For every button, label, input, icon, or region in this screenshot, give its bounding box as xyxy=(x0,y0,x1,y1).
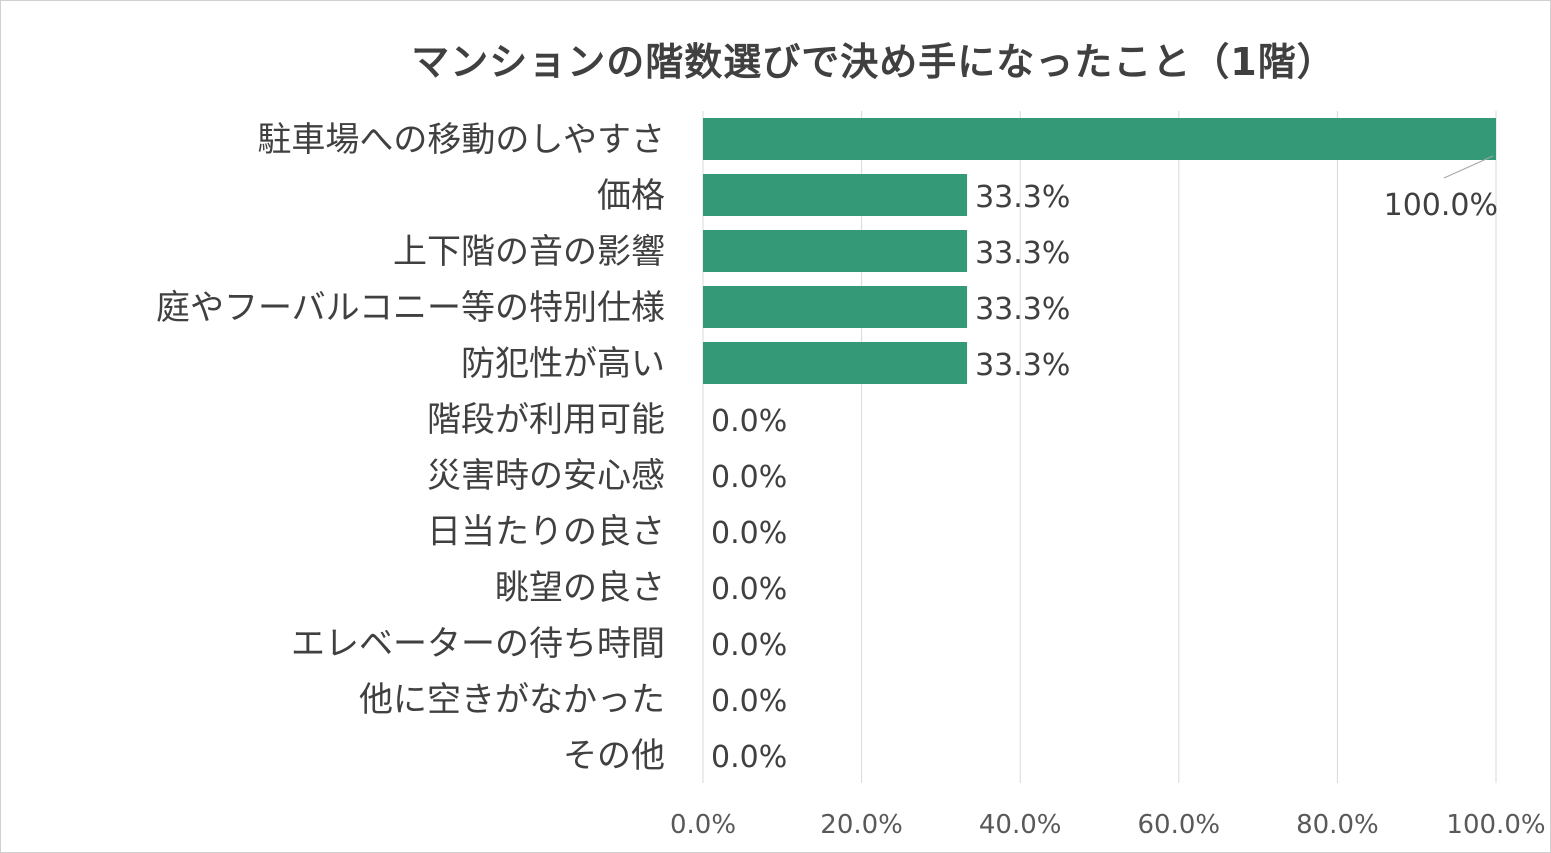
category-label: その他 xyxy=(563,736,665,776)
data-label: 33.3% xyxy=(975,292,1070,327)
bar xyxy=(703,118,1496,160)
category-label: 災害時の安心感 xyxy=(427,456,665,496)
category-label: 日当たりの良さ xyxy=(427,512,665,552)
category-label: 眺望の良さ xyxy=(495,568,665,608)
data-label: 0.0% xyxy=(711,460,787,495)
bar xyxy=(703,286,968,328)
data-label: 0.0% xyxy=(711,572,787,607)
chart-title: マンションの階数選びで決め手になったこと（1階） xyxy=(411,40,1336,84)
category-label: 他に空きがなかった xyxy=(359,680,665,720)
data-label: 0.0% xyxy=(711,740,787,775)
category-label: 庭やフーバルコニー等の特別仕様 xyxy=(156,288,665,328)
data-label-leader xyxy=(1443,155,1494,179)
x-tick-label: 0.0% xyxy=(670,810,736,840)
x-tick-label: 60.0% xyxy=(1137,810,1220,840)
x-tick-label: 100.0% xyxy=(1446,810,1545,840)
data-label: 33.3% xyxy=(975,348,1070,383)
bar xyxy=(703,230,968,272)
x-tick-label: 80.0% xyxy=(1296,810,1379,840)
data-label: 0.0% xyxy=(711,404,787,439)
data-label: 0.0% xyxy=(711,516,787,551)
x-tick-label: 20.0% xyxy=(820,810,903,840)
category-label: 防犯性が高い xyxy=(461,344,665,384)
data-label: 33.3% xyxy=(975,236,1070,271)
data-label: 0.0% xyxy=(711,628,787,663)
data-label: 33.3% xyxy=(975,180,1070,215)
x-tick-label: 40.0% xyxy=(979,810,1062,840)
data-label: 100.0% xyxy=(1384,188,1498,223)
data-label: 0.0% xyxy=(711,684,787,719)
bar xyxy=(703,342,968,384)
bar xyxy=(703,174,968,216)
category-label: 階段が利用可能 xyxy=(427,400,665,440)
category-label: 上下階の音の影響 xyxy=(393,232,665,272)
category-label: 駐車場への移動のしやすさ xyxy=(257,120,665,160)
category-label: 価格 xyxy=(597,176,665,216)
category-label: エレベーターの待ち時間 xyxy=(291,624,665,664)
